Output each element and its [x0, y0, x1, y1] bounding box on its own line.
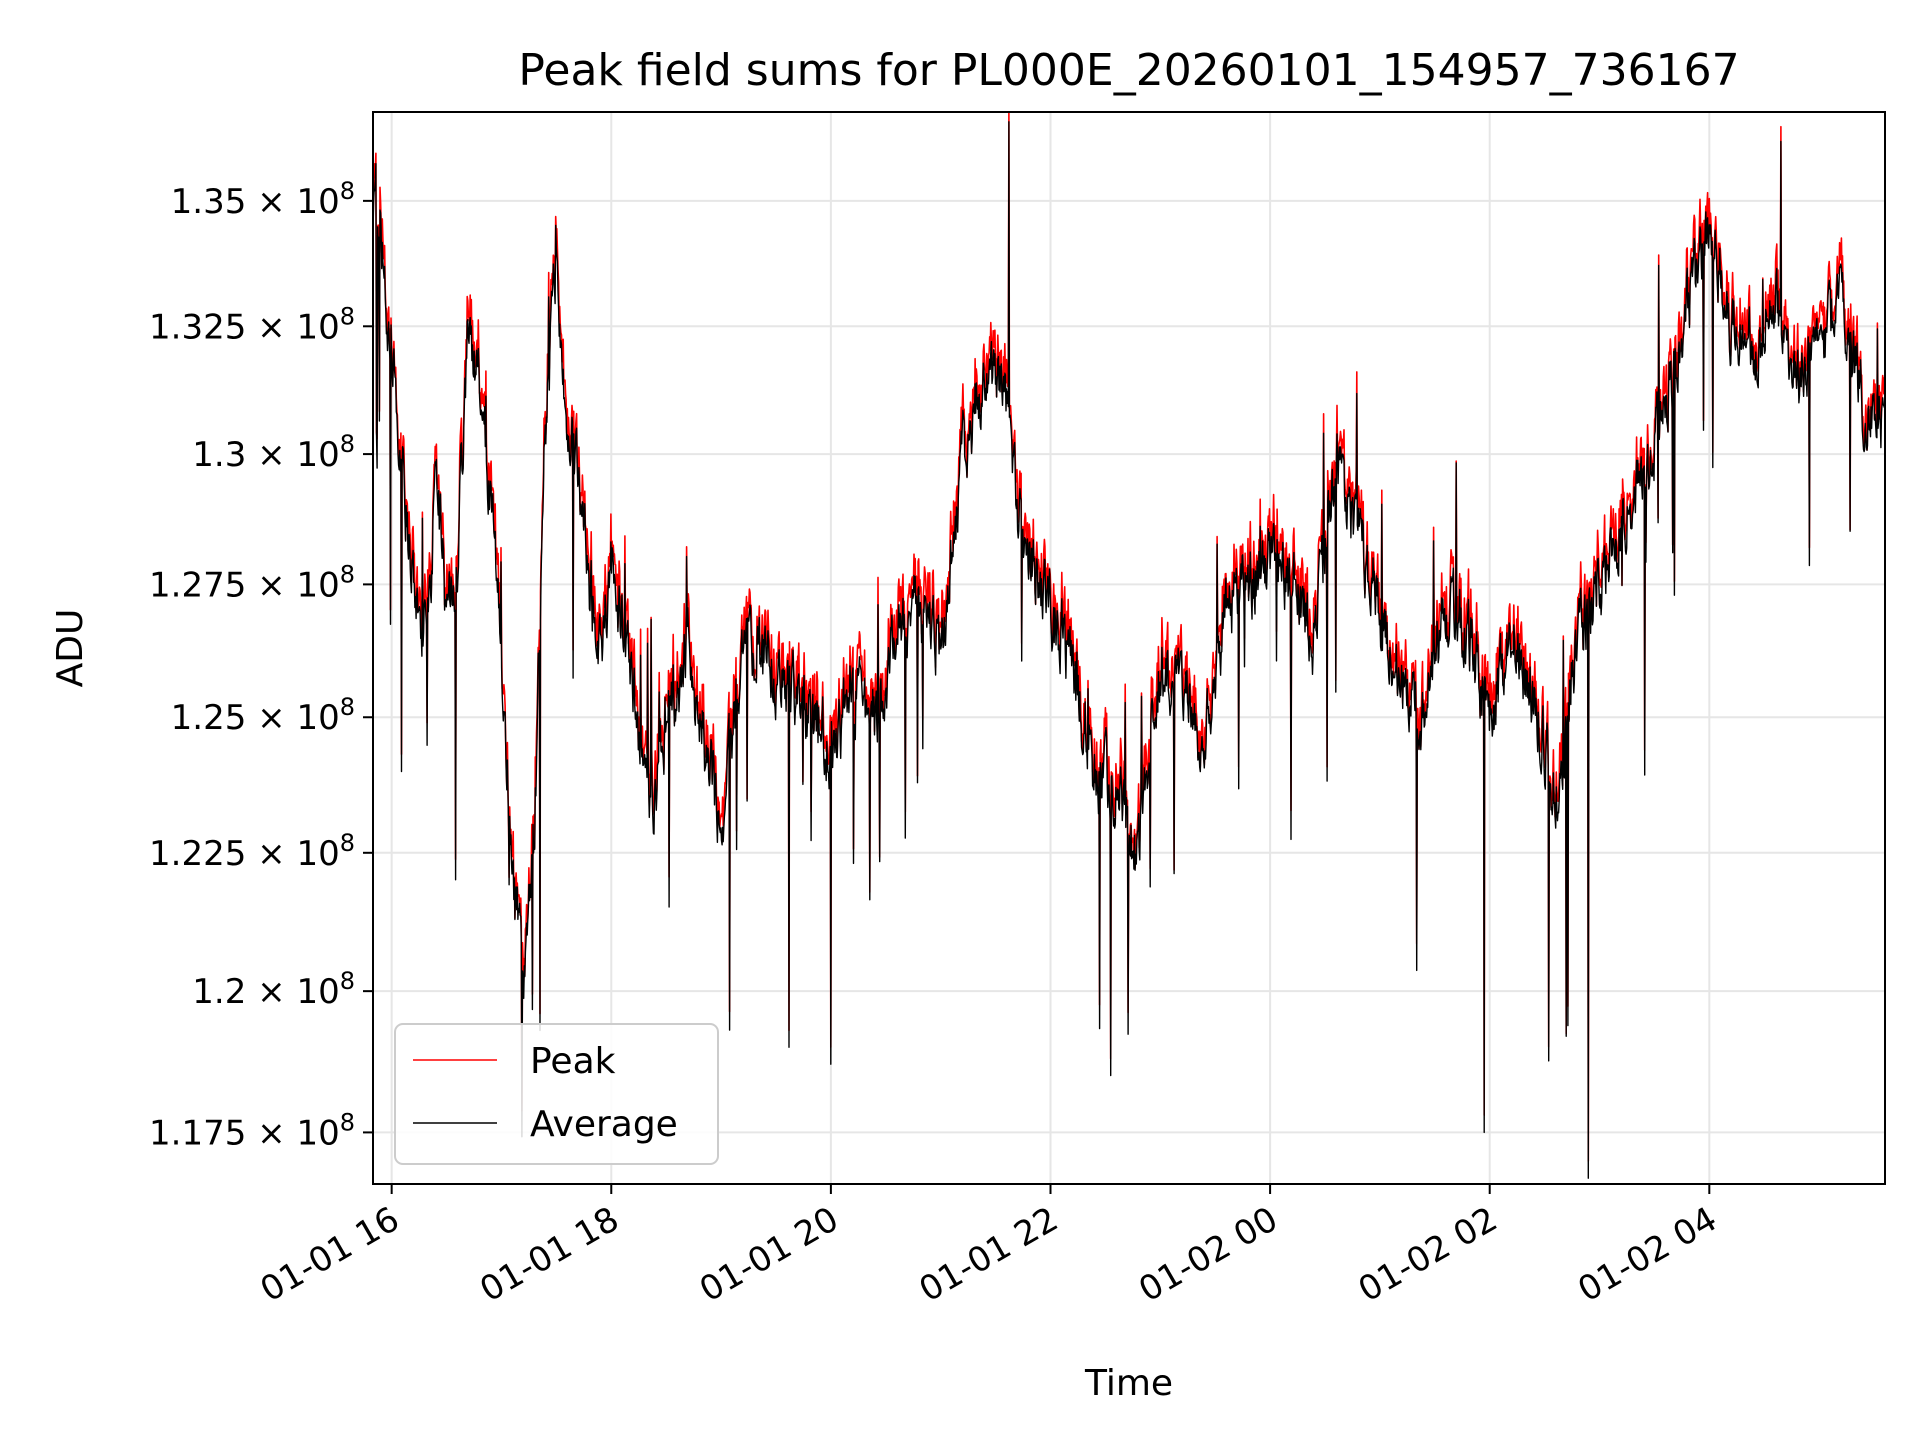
y-tick-label: 1.35 × 108: [171, 177, 355, 222]
x-axis-label: Time: [1084, 1363, 1173, 1404]
y-tick-label: 1.3 × 108: [192, 430, 355, 475]
plot-frame: [372, 111, 1886, 1185]
y-tick-label: 1.2 × 108: [192, 967, 355, 1012]
chart-title: Peak field sums for PL000E_20260101_1549…: [518, 45, 1739, 96]
y-tick-label: 1.275 × 108: [149, 560, 355, 605]
series-line-average: [373, 121, 1885, 1179]
legend: Peak Average: [394, 1023, 719, 1165]
y-axis-label: ADU: [50, 609, 91, 688]
legend-peak-label: Peak: [530, 1041, 616, 1082]
legend-box: [394, 1023, 719, 1165]
y-tick-label: 1.325 × 108: [149, 302, 355, 347]
y-axis-ticks: 1.175 × 108 1.2 × 108 1.225 × 108 1.25 × 10…: [149, 177, 373, 1153]
plot-area: [373, 112, 1885, 1179]
y-tick-label: 1.175 × 108: [149, 1108, 355, 1153]
y-tick-label: 1.225 × 108: [149, 829, 355, 874]
legend-average-label: Average: [530, 1104, 678, 1145]
y-tick-label: 1.25 × 108: [171, 693, 355, 738]
